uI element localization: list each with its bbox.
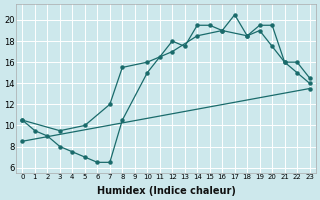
X-axis label: Humidex (Indice chaleur): Humidex (Indice chaleur) bbox=[97, 186, 236, 196]
